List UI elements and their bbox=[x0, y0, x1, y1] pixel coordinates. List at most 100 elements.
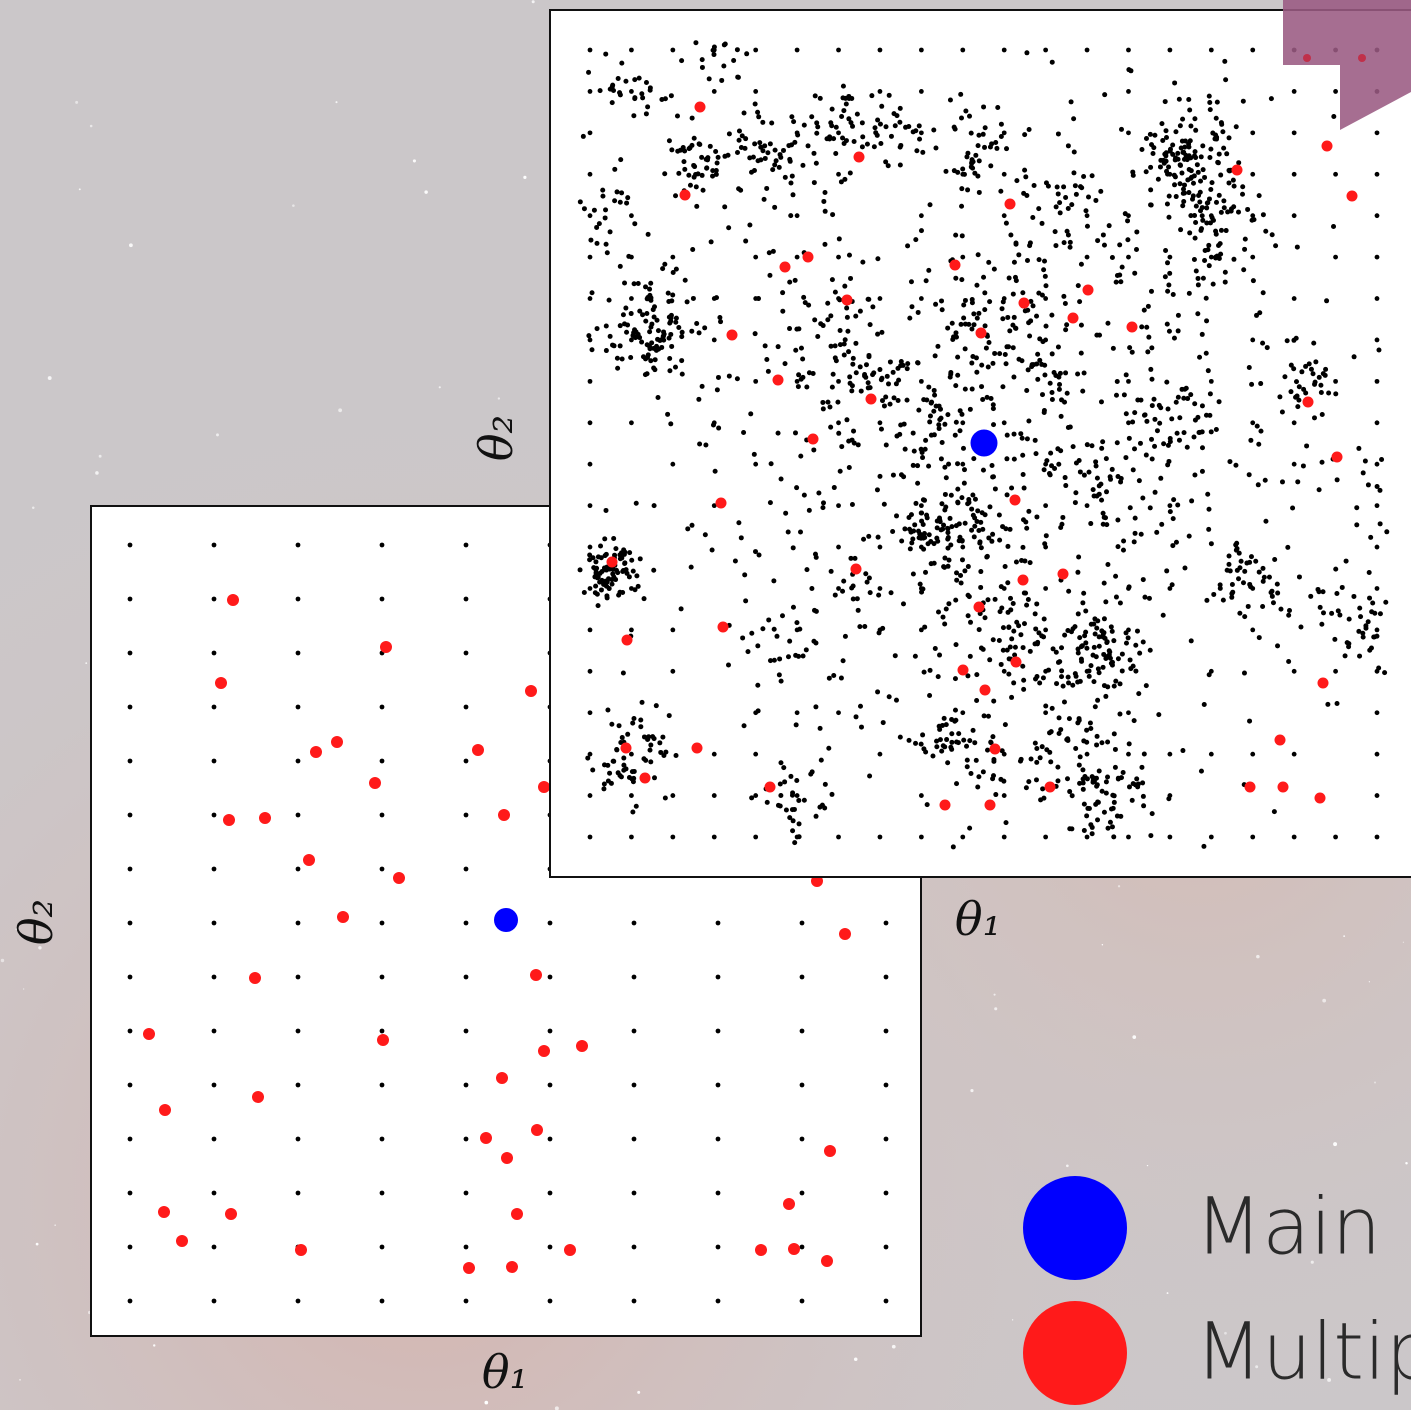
grid-point bbox=[1292, 130, 1297, 135]
sample-point bbox=[931, 409, 936, 414]
sample-point bbox=[871, 370, 876, 375]
callout-dot bbox=[1303, 54, 1311, 62]
sample-point bbox=[1177, 438, 1182, 443]
sample-point bbox=[915, 481, 920, 486]
sample-point bbox=[646, 232, 651, 237]
sample-point bbox=[798, 454, 803, 459]
sample-point bbox=[1112, 731, 1117, 736]
sample-point bbox=[1043, 704, 1048, 709]
sample-point bbox=[1169, 416, 1174, 421]
sample-point bbox=[1021, 191, 1026, 196]
grid-point bbox=[800, 1245, 805, 1250]
sample-point bbox=[1081, 591, 1086, 596]
optimum bbox=[976, 328, 987, 339]
sample-point bbox=[946, 564, 951, 569]
sample-point bbox=[959, 277, 964, 282]
sample-point bbox=[605, 707, 610, 712]
sample-point bbox=[1191, 193, 1196, 198]
sample-point bbox=[1038, 755, 1043, 760]
sample-point bbox=[981, 769, 986, 774]
sample-point bbox=[873, 130, 878, 135]
sample-point bbox=[855, 596, 860, 601]
sample-point bbox=[830, 277, 835, 282]
star bbox=[36, 1243, 39, 1246]
sample-point bbox=[957, 538, 962, 543]
sample-point bbox=[760, 626, 765, 631]
optimum bbox=[252, 1091, 264, 1103]
grid-point bbox=[1085, 835, 1090, 840]
sample-point bbox=[963, 109, 968, 114]
sample-point bbox=[1343, 653, 1348, 658]
sample-point bbox=[1334, 591, 1339, 596]
star bbox=[637, 1391, 640, 1394]
sample-point bbox=[701, 188, 706, 193]
sample-point bbox=[1223, 280, 1228, 285]
sample-point bbox=[622, 281, 627, 286]
grid-point bbox=[1209, 835, 1214, 840]
sample-point bbox=[1157, 403, 1162, 408]
optimum bbox=[1058, 569, 1069, 580]
sample-point bbox=[1008, 233, 1013, 238]
sample-point bbox=[1091, 780, 1096, 785]
sample-point bbox=[1137, 478, 1142, 483]
sample-point bbox=[1246, 604, 1251, 609]
sample-point bbox=[1020, 436, 1025, 441]
sample-point bbox=[673, 365, 678, 370]
sample-point bbox=[894, 113, 899, 118]
grid-point bbox=[588, 338, 593, 343]
sample-point bbox=[839, 114, 844, 119]
sample-point bbox=[945, 760, 950, 765]
grid-point bbox=[1292, 213, 1297, 218]
sample-point bbox=[755, 683, 760, 688]
star bbox=[1132, 1035, 1136, 1039]
sample-point bbox=[685, 526, 690, 531]
optimum bbox=[1303, 397, 1314, 408]
sample-point bbox=[987, 504, 992, 509]
sample-point bbox=[744, 51, 749, 56]
sample-point bbox=[1077, 716, 1082, 721]
sample-point bbox=[820, 505, 825, 510]
sample-point bbox=[1217, 152, 1222, 157]
sample-point bbox=[753, 101, 758, 106]
sample-point bbox=[974, 283, 979, 288]
sample-point bbox=[830, 385, 835, 390]
sample-point bbox=[844, 417, 849, 422]
sample-point bbox=[913, 237, 918, 242]
sample-point bbox=[811, 639, 816, 644]
sample-point bbox=[1196, 282, 1201, 287]
sample-point bbox=[685, 299, 690, 304]
sample-point bbox=[1006, 672, 1011, 677]
star bbox=[1369, 981, 1370, 982]
sample-point bbox=[686, 173, 691, 178]
sample-point bbox=[1369, 645, 1374, 650]
sample-point bbox=[787, 280, 792, 285]
sample-point bbox=[1249, 554, 1254, 559]
sample-point bbox=[1123, 455, 1128, 460]
sample-point bbox=[1319, 390, 1324, 395]
sample-point bbox=[763, 343, 768, 348]
optimum bbox=[695, 102, 706, 113]
sample-point bbox=[920, 587, 925, 592]
sample-point bbox=[1105, 774, 1110, 779]
sample-point bbox=[735, 150, 740, 155]
sample-point bbox=[1105, 639, 1110, 644]
sample-point bbox=[926, 464, 931, 469]
sample-point bbox=[848, 171, 853, 176]
grid-point bbox=[1250, 835, 1255, 840]
sample-point bbox=[1209, 541, 1214, 546]
sample-point bbox=[627, 775, 632, 780]
sample-point bbox=[868, 590, 873, 595]
grid-point bbox=[380, 921, 385, 926]
sample-point bbox=[662, 262, 667, 267]
sample-point bbox=[786, 143, 791, 148]
grid-point bbox=[919, 89, 924, 94]
sample-point bbox=[608, 334, 613, 339]
sample-point bbox=[1378, 521, 1383, 526]
sample-point bbox=[814, 131, 819, 136]
sample-point bbox=[1105, 684, 1110, 689]
grid-point bbox=[1250, 255, 1255, 260]
sample-point bbox=[1133, 643, 1138, 648]
grid-point bbox=[884, 975, 889, 980]
sample-point bbox=[667, 336, 672, 341]
sample-point bbox=[1125, 237, 1130, 242]
